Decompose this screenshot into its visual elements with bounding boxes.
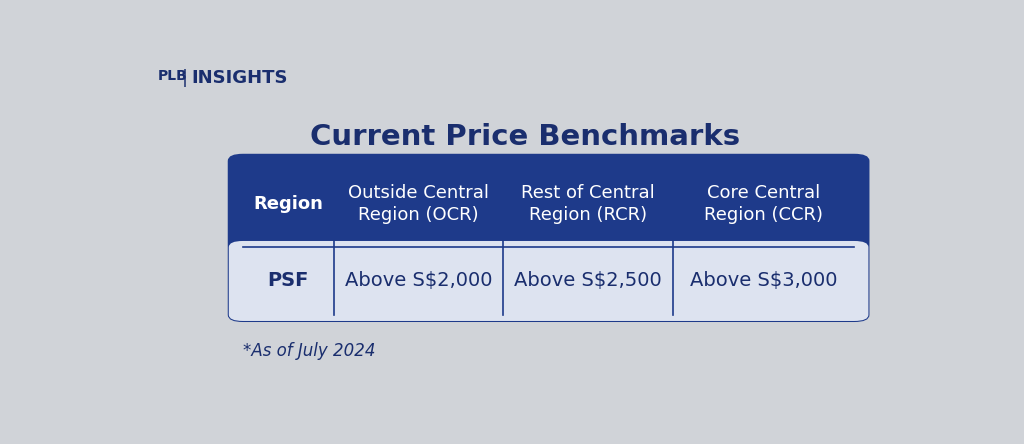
FancyBboxPatch shape	[228, 241, 868, 321]
Text: |: |	[182, 69, 188, 87]
Text: Current Price Benchmarks: Current Price Benchmarks	[309, 123, 740, 151]
Text: Outside Central
Region (OCR): Outside Central Region (OCR)	[348, 184, 488, 224]
Text: Rest of Central
Region (RCR): Rest of Central Region (RCR)	[521, 184, 655, 224]
Text: Core Central
Region (CCR): Core Central Region (CCR)	[705, 184, 823, 224]
Text: PLB: PLB	[158, 69, 188, 83]
Text: PSF: PSF	[267, 271, 309, 290]
Text: Region: Region	[253, 195, 324, 213]
Text: Above S$2,500: Above S$2,500	[514, 271, 663, 290]
Text: INSIGHTS: INSIGHTS	[191, 69, 288, 87]
Text: Above S$2,000: Above S$2,000	[345, 271, 493, 290]
Text: *As of July 2024: *As of July 2024	[243, 342, 376, 360]
FancyBboxPatch shape	[228, 155, 868, 321]
Text: Above S$3,000: Above S$3,000	[690, 271, 838, 290]
